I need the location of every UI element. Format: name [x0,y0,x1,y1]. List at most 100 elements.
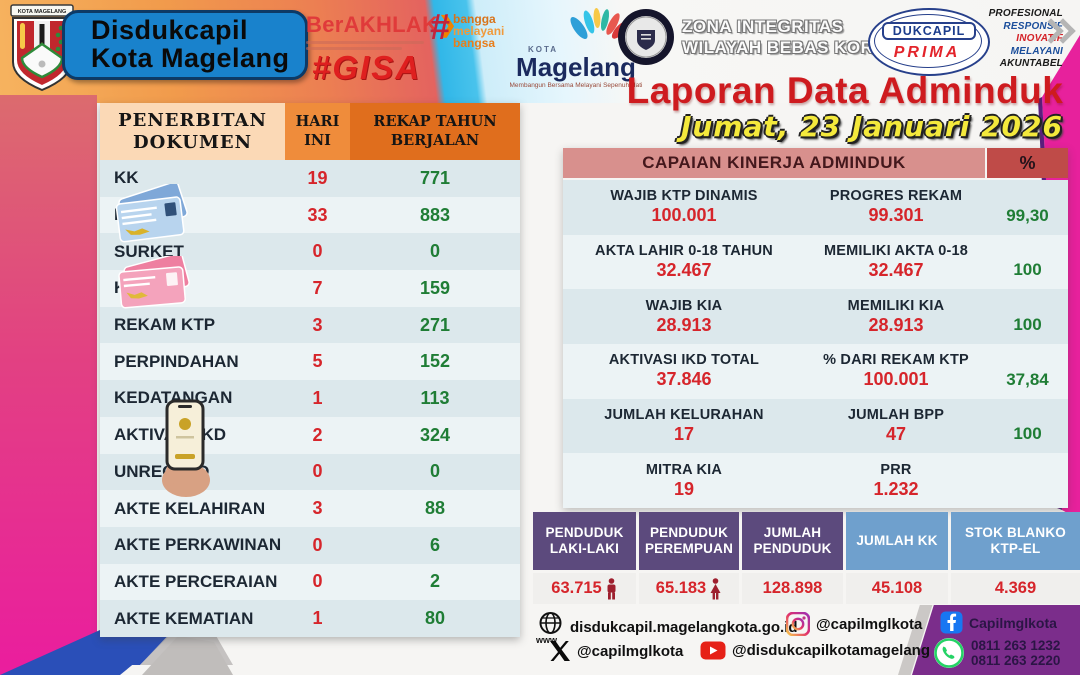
youtube-icon [700,641,726,660]
table-row: AKTE KELAHIRAN 3 88 [100,490,520,527]
dukcapil-label: DUKCAPIL [882,22,976,40]
capaian-body: WAJIB KTP DINAMIS 100.001 PROGRES REKAM 99… [563,180,1068,509]
gisa-logo: #GISA [312,49,422,86]
svg-text:KOTA MAGELANG: KOTA MAGELANG [18,9,67,15]
zona-integritas-text: ZONA INTEGRITAS WILAYAH BEBAS KORUPSI [682,16,915,58]
population-summary: PENDUDUK LAKI-LAKI PENDUDUK PEREMPUAN JU… [533,512,1080,604]
x-icon [550,641,570,661]
whatsapp-icon [934,638,964,668]
berakhlak-subtext-bar [306,47,402,50]
youtube-handle: @disdukcapilkotamagelang [732,642,931,659]
pop-value: 128.898 [742,573,843,604]
globe-icon: www [536,611,564,645]
table-row: KTP 33 883 [100,196,520,234]
col-header-rekap: REKAP TAHUN BERJALAN [350,103,520,160]
whatsapp-contact[interactable]: 0811 263 1232 0811 263 2220 [933,637,1060,669]
dukcapil-prima-logo: DUKCAPIL PRIMA [868,8,990,76]
whatsapp-numbers: 0811 263 1232 0811 263 2220 [971,638,1060,668]
left-table-header: PENERBITAN DOKUMEN HARI INI REKAP TAHUN … [100,103,520,160]
zona-integritas-badge-icon [618,9,674,65]
value-word: AKUNTABEL [999,58,1063,69]
table-row: AKTE PERCERAIAN 0 2 [100,563,520,601]
instagram-link[interactable]: @capilmglkota [786,612,922,636]
pop-header: JUMLAH PENDUDUK [742,512,843,570]
zona-line1: ZONA INTEGRITAS [682,17,844,36]
table-row: KIA 7 159 [100,270,520,307]
prima-label: PRIMA [893,44,961,61]
value-word: MELAYANI [1010,45,1063,57]
table-row: UNREG IKD 0 0 [100,453,520,491]
magelang-tagline: Membangun Bersama Melayani Sepenuh Hati [509,82,643,89]
hashtag-icon: # [430,6,451,47]
facebook-icon [940,611,963,634]
table-row: KEDATANGAN 1 113 [100,380,520,417]
table-row: AKTE KEMATIAN 1 80 [100,600,520,637]
magelang-name: Magelang [516,52,636,82]
left-table-body: KK 19 771 KTP 33 883 SURKET 0 0 KIA 7 159 REKAM … [100,160,520,637]
table-row: PERPINDAHAN 5 152 [100,343,520,381]
pop-value: 45.108 [846,573,948,604]
male-icon [607,577,616,599]
report-date: Jumat, 23 Januari 2026 [680,110,1063,143]
berakhlak-text: BerAKHLAK [306,12,439,37]
value-word: PROFESIONAL [988,8,1063,19]
disdukcapil-logo-panel: Disdukcapil Kota Magelang [62,10,308,80]
facebook-handle: Capilmglkota [969,614,1057,631]
service-values-list: PROFESIONAL RESPONSIF INOVATIF MELAYANI … [985,8,1063,71]
table-row: KK 19 771 [100,160,520,197]
capaian-kinerja-table: CAPAIAN KINERJA ADMINDUK % WAJIB KTP DIN… [563,148,1068,509]
table-row: AKTIVASI IKD 2 324 [100,416,520,454]
whatsapp-number-1: 0811 263 1232 [971,638,1061,653]
berakhlak-logo: BerAKHLAK❯ [306,12,457,50]
female-icon [710,577,721,599]
whatsapp-number-2: 0811 263 2220 [971,653,1061,668]
pop-header: PENDUDUK LAKI-LAKI [533,512,636,570]
table-row: REKAM KTP 3 271 [100,306,520,344]
pop-header: JUMLAH KK [846,512,948,570]
chevron-right-icon [1038,18,1076,45]
pop-value: 63.715 [533,573,636,604]
x-link[interactable]: @capilmglkota [549,640,683,662]
col-header-dokumen: PENERBITAN DOKUMEN [100,103,285,160]
bangga-word: bangsa [453,36,496,50]
pop-header: STOK BLANKO KTP-EL [951,512,1080,570]
berakhlak-subtext-bar [306,41,424,44]
capaian-title: CAPAIAN KINERJA ADMINDUK [563,148,985,178]
table-row: SURKET 0 0 [100,233,520,271]
berakhlak-arrow-icon: ❯ [438,12,457,37]
table-row: AKTA LAHIR 0-18 TAHUN 32.467 MEMILIKI AKT… [563,234,1068,290]
capaian-pct-header: % [987,148,1068,178]
bangga-word: bangga [453,12,496,26]
website-link[interactable]: www disdukcapil.magelangkota.go.id [536,611,798,645]
table-row: MITRA KIA 19 PRR 1.232 [563,453,1068,509]
pop-value: 65.183 [639,573,739,604]
bangga-word: melayani [453,24,505,38]
col-header-hari-ini: HARI INI [285,103,350,160]
youtube-link[interactable]: @disdukcapilkotamagelang [700,641,930,660]
table-row: JUMLAH KELURAHAN 17 JUMLAH BPP 47 100 [563,398,1068,454]
facebook-link[interactable]: Capilmglkota [940,611,1057,634]
penerbitan-dokumen-table: PENERBITAN DOKUMEN HARI INI REKAP TAHUN … [100,103,520,637]
zona-line2: WILAYAH BEBAS KORUPSI [682,38,916,57]
value-word: RESPONSIF [1003,20,1063,32]
website-text: disdukcapil.magelangkota.go.id [570,618,798,636]
table-row: WAJIB KIA 28.913 MEMILIKI KIA 28.913 100 [563,289,1068,345]
pop-value: 4.369 [951,573,1080,604]
pop-header: PENDUDUK PEREMPUAN [639,512,739,570]
table-row: AKTIVASI IKD TOTAL 37.846 % DARI REKAM KT… [563,344,1068,399]
x-handle: @capilmglkota [577,642,684,660]
kota-magelang-crest-icon: KOTA MAGELANG [10,4,74,92]
capaian-header: CAPAIAN KINERJA ADMINDUK % [563,148,1068,178]
magelang-kota-label: KOTA [528,45,559,54]
table-row: WAJIB KTP DINAMIS 100.001 PROGRES REKAM 99… [563,180,1068,235]
left-magenta-strip [0,95,97,675]
bangga-melayani-bangsa-logo: # bangga melayani bangsa [430,6,505,50]
org-name-line2: Kota Magelang [91,43,290,73]
instagram-icon [786,612,810,636]
value-word: INOVATIF [1016,33,1063,44]
instagram-handle: @capilmglkota [816,615,923,633]
org-name-line1: Disdukcapil [91,15,249,46]
kota-magelang-brand-logo: KOTA Magelang Membangun Bersama Melayani… [496,6,656,89]
page-title: Laporan Data Adminduk [626,70,1064,111]
